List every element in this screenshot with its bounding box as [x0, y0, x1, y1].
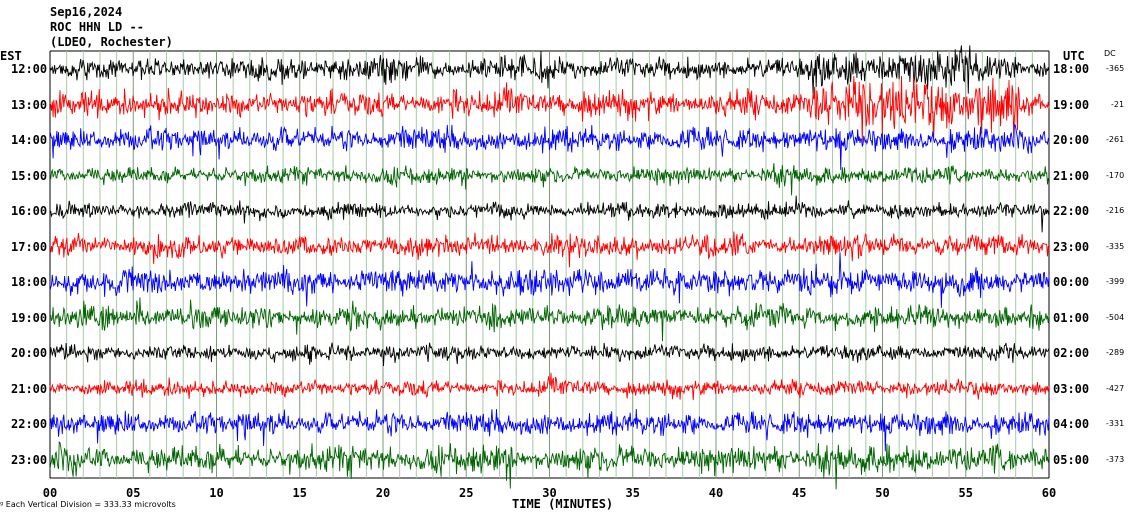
trace-row-2100 — [49, 372, 1050, 401]
est-time-label: 16:00 — [11, 204, 48, 218]
dc-offset-value: -261 — [1106, 135, 1125, 144]
x-tick-label: 50 — [875, 486, 890, 500]
utc-time-label: 20:00 — [1053, 133, 1090, 147]
dc-offset-value: -365 — [1106, 64, 1125, 73]
x-tick-label: 55 — [958, 486, 973, 500]
dc-offset-value: -170 — [1106, 170, 1125, 180]
x-tick-label: 25 — [459, 486, 474, 500]
utc-time-label: 19:00 — [1053, 97, 1090, 112]
est-time-label: 13:00 — [11, 97, 48, 112]
utc-time-label: 00:00 — [1053, 275, 1090, 289]
est-time-label: 15:00 — [11, 168, 48, 183]
x-tick-label: 15 — [292, 486, 307, 500]
est-time-label: 18:00 — [11, 275, 48, 289]
dc-offset-value: -331 — [1106, 419, 1125, 428]
trace-row-2300 — [49, 441, 1050, 490]
utc-time-label: 05:00 — [1053, 452, 1090, 467]
trace-row-1500 — [49, 162, 1050, 196]
header-station: ROC HHN LD -- — [50, 20, 144, 34]
x-tick-label: 00 — [42, 486, 58, 500]
utc-time-label: 01:00 — [1053, 310, 1090, 325]
est-time-label: 20:00 — [11, 346, 48, 360]
trace-row-1200 — [49, 45, 1050, 94]
trace-row-2000 — [49, 342, 1050, 367]
utc-time-label: 03:00 — [1053, 381, 1090, 396]
x-axis-label: TIME (MINUTES) — [512, 497, 614, 511]
right-axis-label: UTC — [1063, 49, 1085, 63]
header-date: Sep16,2024 — [50, 5, 123, 19]
dc-offset-value: -504 — [1106, 312, 1125, 322]
x-tick-label: 05 — [126, 486, 141, 500]
footer-text: Each Vertical Division = 333.33 microvol… — [5, 500, 176, 509]
dc-offset-value: -289 — [1106, 348, 1125, 357]
dc-offset-value: -399 — [1106, 277, 1125, 286]
x-tick-label: 60 — [1041, 486, 1057, 500]
left-axis-label: EST — [0, 49, 22, 63]
utc-time-label: 04:00 — [1053, 417, 1090, 431]
dc-offset-value: -373 — [1106, 454, 1125, 464]
utc-time-label: 18:00 — [1053, 62, 1090, 76]
trace-row-1900 — [49, 297, 1050, 342]
trace-row-2200 — [49, 408, 1050, 452]
dc-label: DC — [1104, 49, 1116, 58]
dc-offset-value: -21 — [1111, 99, 1125, 109]
dc-offset-value: -216 — [1106, 206, 1125, 215]
trace-row-1600 — [49, 195, 1050, 233]
dc-offset-value: -335 — [1106, 241, 1125, 251]
utc-time-label: 02:00 — [1053, 346, 1090, 360]
x-tick-label: 30 — [542, 486, 557, 500]
trace-row-1400 — [49, 123, 1050, 170]
est-time-label: 22:00 — [11, 417, 48, 431]
utc-time-label: 21:00 — [1053, 168, 1090, 183]
trace-row-1800 — [49, 252, 1050, 308]
trace-row-1300 — [49, 75, 1050, 144]
utc-time-label: 23:00 — [1053, 239, 1090, 254]
x-tick-label: 40 — [708, 486, 724, 500]
header-network: (LDEO, Rochester) — [50, 35, 173, 49]
est-time-label: 17:00 — [11, 239, 48, 254]
footer-prefix: ᵍ — [0, 500, 4, 509]
est-time-label: 19:00 — [11, 310, 48, 325]
dc-offset-value: -427 — [1106, 383, 1125, 393]
x-tick-label: 10 — [209, 486, 224, 500]
est-time-label: 12:00 — [11, 62, 48, 76]
utc-time-label: 22:00 — [1053, 204, 1090, 218]
footer-scale-note: ᵍ Each Vertical Division = 333.33 microv… — [0, 500, 176, 509]
est-time-label: 14:00 — [11, 133, 48, 147]
x-tick-label: 20 — [375, 486, 391, 500]
trace-row-1700 — [49, 231, 1050, 268]
est-time-label: 23:00 — [11, 452, 48, 467]
est-time-label: 21:00 — [11, 381, 48, 396]
x-tick-label: 35 — [625, 486, 640, 500]
x-tick-label: 45 — [792, 486, 807, 500]
